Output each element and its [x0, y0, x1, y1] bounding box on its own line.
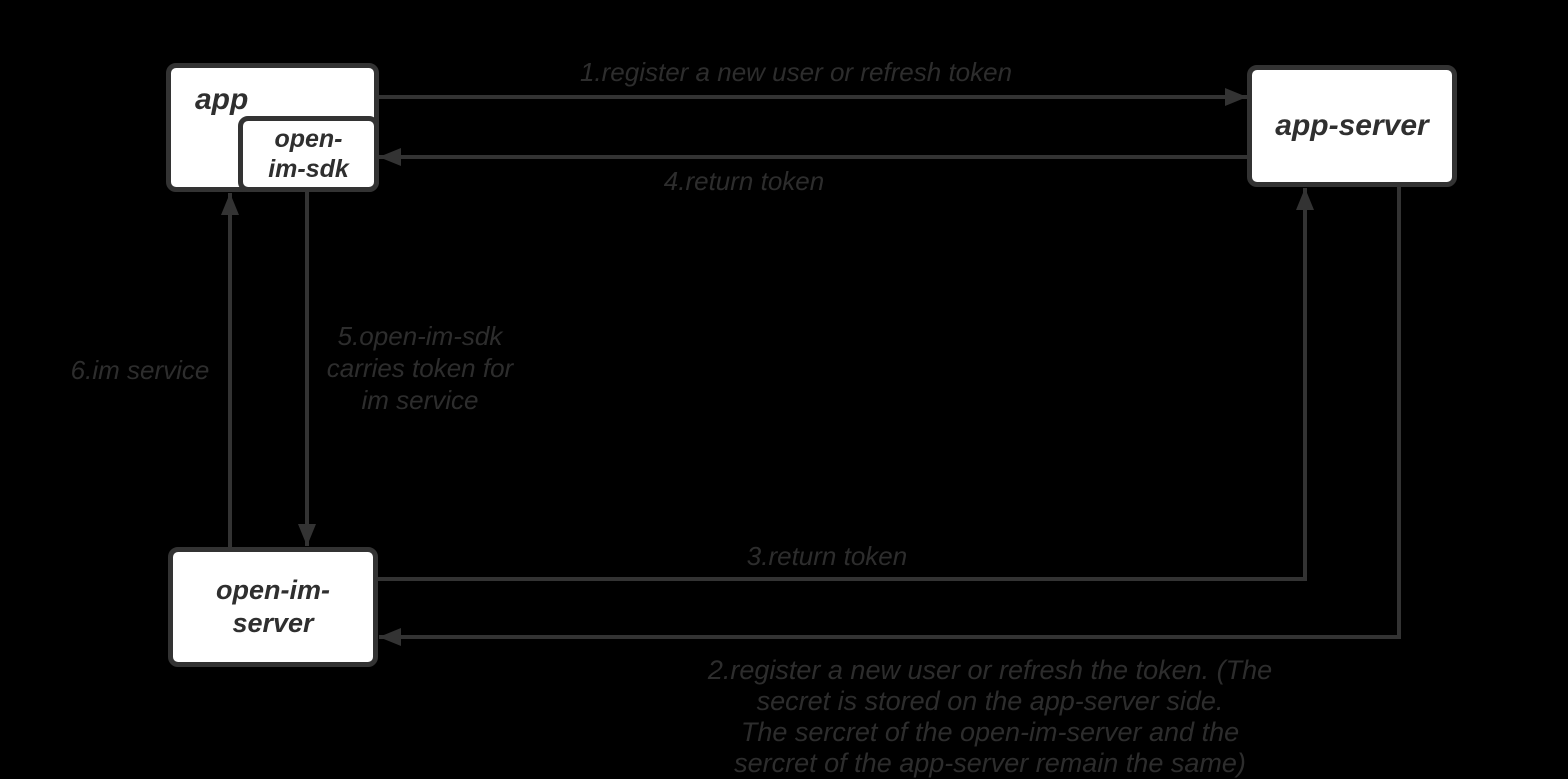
- edge-4-label: 4.return token: [663, 166, 825, 196]
- node-open-im-sdk: open- im-sdk: [238, 116, 379, 192]
- node-app-server-label: app-server: [1275, 108, 1429, 142]
- edge-1-label: 1.register a new user or refresh token: [579, 57, 1013, 87]
- edge-2-arrow: [379, 187, 1401, 646]
- edge-3-label: 3.return token: [746, 541, 908, 571]
- node-open-im-server: open-im- server: [168, 547, 378, 667]
- edge-6-label: 6.im service: [70, 355, 210, 385]
- edge-2-label: 2.register a new user or refresh the tok…: [707, 655, 1273, 779]
- node-app-server: app-server: [1247, 65, 1457, 187]
- edge-3-arrow: [378, 188, 1314, 581]
- edge-5-label: 5.open-im-sdk carries token for im servi…: [326, 321, 514, 416]
- node-open-im-sdk-label: open- im-sdk: [268, 124, 349, 184]
- node-open-im-server-label: open-im- server: [216, 575, 330, 638]
- node-app-label: app: [195, 83, 249, 116]
